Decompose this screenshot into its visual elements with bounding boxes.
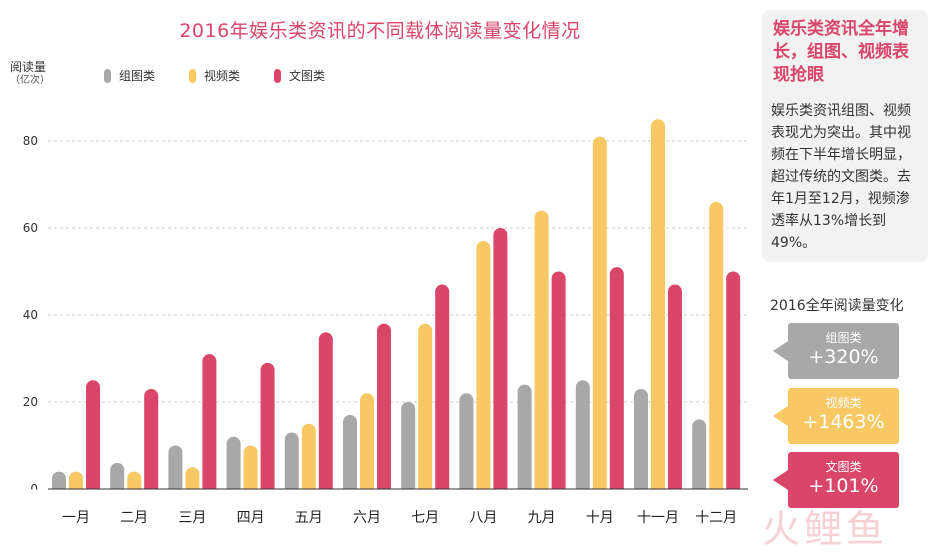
- y-tick-label: 80: [23, 134, 38, 148]
- change-badge-video: 视频类 +1463%: [773, 388, 899, 444]
- bar-文图类-十月: [609, 267, 624, 495]
- bar-文图类-十二月: [726, 271, 741, 495]
- bar-文图类-一月: [86, 380, 100, 495]
- bar-视频类-八月: [476, 241, 491, 495]
- x-tick-label: 十二月: [695, 510, 737, 526]
- bar-组图类-六月: [343, 415, 357, 495]
- legend-swatch-video: [189, 68, 197, 83]
- watermark-logo: 火鲤鱼: [762, 507, 889, 551]
- legend-swatch-text: [274, 68, 282, 83]
- bar-组图类-四月: [226, 436, 241, 495]
- bar-视频类-九月: [534, 210, 549, 495]
- bar-组图类-十二月: [692, 419, 707, 495]
- bar-文图类-八月: [493, 228, 508, 495]
- x-tick-label: 八月: [469, 510, 497, 526]
- bar-组图类-二月: [110, 462, 125, 495]
- annual-change-title: 2016全年阅读量变化: [770, 298, 904, 314]
- change-badge-text: 文图类 +101%: [773, 452, 899, 508]
- bar-文图类-四月: [260, 362, 275, 495]
- x-tick-label: 十一月: [637, 510, 679, 526]
- bar-视频类-四月: [243, 445, 258, 495]
- x-tick-label: 七月: [411, 510, 439, 526]
- legend-swatch-gallery: [104, 68, 111, 83]
- y-tick-label: 20: [23, 395, 38, 409]
- change-badge-video-name: 视频类: [825, 396, 862, 410]
- change-badge-gallery-name: 组图类: [825, 331, 862, 345]
- change-badge-text-value: +101%: [808, 475, 879, 497]
- legend-label-video: 视频类: [204, 69, 241, 83]
- y-axis-title: 阅读量: [10, 60, 47, 74]
- bar-视频类-十二月: [709, 201, 724, 495]
- x-tick-label: 二月: [120, 510, 148, 526]
- legend-item-gallery: 组图类: [104, 67, 155, 84]
- bar-组图类-八月: [459, 393, 474, 495]
- summary-heading: 娱乐类资讯全年增长，组图、视频表现抢眼: [773, 19, 909, 85]
- chart-title: 2016年娱乐类资讯的不同载体阅读量变化情况: [179, 20, 581, 42]
- bar-组图类-九月: [517, 384, 532, 495]
- change-badge-gallery-value: +320%: [808, 346, 879, 368]
- y-tick-label: 0: [30, 482, 38, 496]
- change-badge-video-value: +1463%: [802, 411, 885, 433]
- bar-文图类-六月: [377, 323, 391, 495]
- bar-视频类-三月: [185, 467, 200, 495]
- x-tick-label: 三月: [178, 510, 206, 526]
- y-axis-label: 阅读量 （亿次）: [10, 60, 50, 88]
- bar-文图类-九月: [551, 271, 566, 495]
- bar-chart: 0 20 40 60 80 一月 二月 三月 四月 五月 六月 七月 八月 九月 十月 十一月 十二月: [0, 119, 760, 526]
- bar-视频类-五月: [301, 423, 316, 495]
- y-axis-unit: （亿次）: [10, 75, 50, 86]
- bar-组图类-三月: [168, 445, 183, 495]
- legend-label-text: 文图类: [289, 69, 326, 83]
- bar-文图类-三月: [202, 354, 217, 495]
- bar-视频类-六月: [360, 393, 374, 495]
- x-tick-label: 十月: [586, 510, 614, 526]
- y-tick-label: 40: [23, 308, 38, 322]
- bar-视频类-七月: [418, 323, 433, 495]
- summary-text: 娱乐类资讯组图、视频表现尤为突出。其中视频在下半年增长明显，超过传统的文图类。去…: [771, 103, 911, 251]
- change-badge-gallery: 组图类 +320%: [773, 323, 899, 379]
- legend-label-gallery: 组图类: [119, 69, 156, 83]
- x-tick-label: 六月: [353, 510, 381, 526]
- x-tick-label: 四月: [237, 510, 265, 526]
- legend: 组图类 视频类 文图类: [104, 67, 325, 84]
- x-tick-label: 九月: [528, 510, 556, 526]
- x-tick-label: 五月: [295, 510, 323, 526]
- legend-item-video: 视频类: [189, 67, 240, 84]
- bar-组图类-十月: [575, 380, 590, 495]
- bar-文图类-二月: [144, 388, 159, 495]
- bar-组图类-七月: [401, 402, 416, 495]
- legend-item-text: 文图类: [274, 67, 325, 84]
- change-badge-text-name: 文图类: [825, 460, 862, 474]
- bar-文图类-十一月: [668, 284, 682, 495]
- axis-mask: [0, 489, 760, 498]
- bar-文图类-五月: [318, 332, 333, 495]
- y-tick-label: 60: [23, 221, 38, 235]
- bar-视频类-十月: [592, 136, 607, 495]
- bar-视频类-十一月: [651, 119, 665, 495]
- bar-组图类-五月: [284, 432, 299, 495]
- summary-panel: 娱乐类资讯全年增长，组图、视频表现抢眼 娱乐类资讯组图、视频表现尤为突出。其中视…: [762, 10, 928, 262]
- bar-文图类-七月: [435, 284, 450, 495]
- x-tick-label: 一月: [62, 510, 90, 526]
- bar-组图类-十一月: [634, 388, 648, 495]
